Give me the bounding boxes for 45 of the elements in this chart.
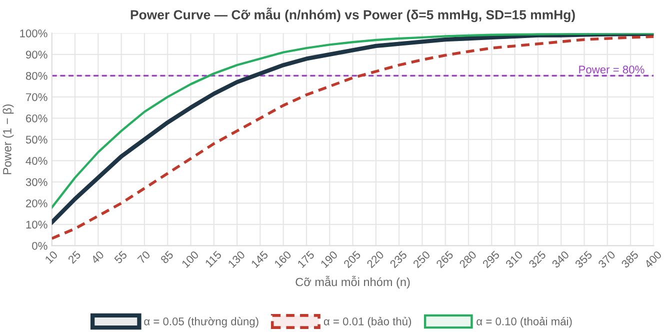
y-tick-label: 20% (26, 199, 48, 208)
x-tick-label: 100 (181, 250, 200, 268)
x-tick-label: 250 (412, 250, 431, 268)
x-axis-title: Cỡ mẫu mỗi nhóm (n) (296, 276, 410, 289)
legend-label: α = 0.05 (thường dùng) (144, 317, 258, 328)
x-tick-label: 265 (436, 250, 454, 268)
x-tick-label: 340 (551, 250, 570, 268)
x-tick-label: 310 (505, 250, 524, 268)
x-tick-label: 235 (389, 250, 408, 268)
x-tick-label: 160 (274, 250, 292, 268)
legend-label: α = 0.01 (bảo thủ) (324, 316, 412, 328)
y-tick-label: 40% (26, 156, 48, 165)
x-tick-label: 205 (343, 250, 362, 268)
y-tick-label: 10% (26, 220, 48, 229)
y-tick-label: 60% (26, 114, 48, 122)
chart-title: Power Curve — Cỡ mẫu (n/nhóm) vs Power (δ=5 mmHg, SD=15 mmHg) (130, 8, 575, 22)
x-tick-label: 40 (90, 250, 104, 264)
x-tick-label: 85 (160, 250, 174, 264)
y-tick-label: 0% (32, 242, 48, 250)
x-tick-label: 70 (137, 250, 151, 264)
x-tick-label: 280 (458, 250, 477, 268)
y-tick-label: 90% (26, 50, 48, 59)
x-tick-label: 370 (598, 250, 616, 268)
y-axis-title: Power (1 − β) (2, 104, 14, 174)
x-tick-label: 25 (68, 250, 82, 264)
y-tick-label: 50% (26, 136, 48, 144)
y-tick-label: 70% (26, 93, 48, 102)
x-tick-label: 115 (204, 250, 222, 268)
ref-line-label: Power = 80% (579, 66, 644, 74)
x-tick-label: 175 (297, 250, 315, 268)
x-tick-label: 10 (44, 250, 58, 264)
y-tick-label: 80% (26, 72, 48, 80)
x-tick-label: 400 (644, 250, 662, 269)
x-tick-label: 220 (366, 250, 384, 268)
x-tick-label: 190 (320, 250, 338, 268)
x-tick-label: 295 (482, 250, 500, 268)
x-tick-label: 145 (250, 250, 269, 268)
legend-label: α = 0.10 (thoải mái) (476, 316, 572, 328)
x-tick-label: 325 (528, 250, 546, 268)
y-tick-label: 100% (20, 29, 48, 38)
x-tick-label: 130 (228, 250, 246, 268)
y-tick-label: 30% (26, 178, 48, 186)
x-tick-label: 355 (574, 250, 593, 268)
x-tick-label: 55 (114, 250, 128, 264)
x-tick-label: 385 (620, 250, 639, 268)
